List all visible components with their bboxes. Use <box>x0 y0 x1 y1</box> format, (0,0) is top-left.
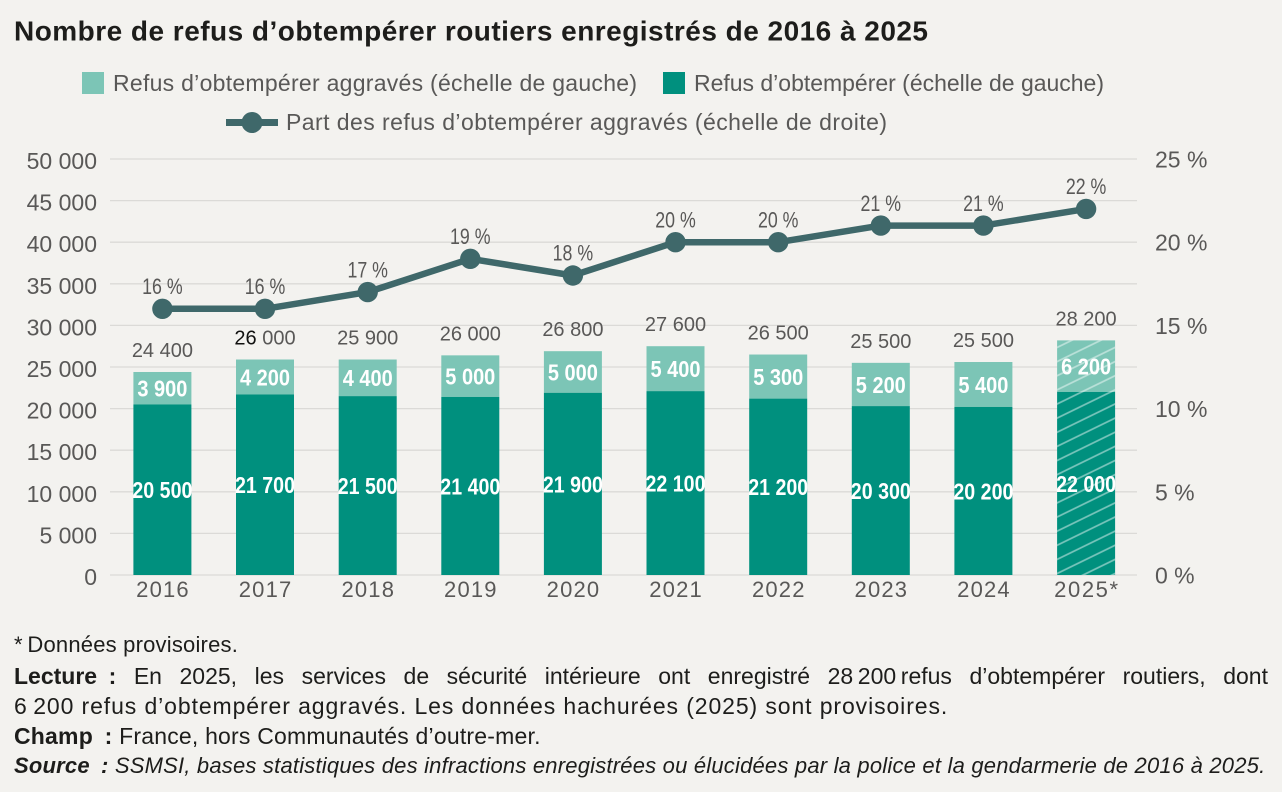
svg-text:5 400: 5 400 <box>651 356 701 382</box>
svg-text:Refus d’obtempérer aggravés (é: Refus d’obtempérer aggravés (échelle de … <box>113 70 637 96</box>
svg-text:50 000: 50 000 <box>27 148 97 174</box>
svg-text:20 200: 20 200 <box>953 478 1013 504</box>
svg-text:15 %: 15 % <box>1155 313 1207 339</box>
svg-text:2024: 2024 <box>957 577 1010 602</box>
svg-text:2017: 2017 <box>239 577 292 602</box>
svg-text:45 000: 45 000 <box>27 190 97 216</box>
svg-text:10 000: 10 000 <box>27 481 97 507</box>
svg-text:16 %: 16 % <box>245 274 286 299</box>
svg-text:5 000: 5 000 <box>445 364 495 390</box>
svg-text:15 000: 15 000 <box>27 439 97 465</box>
svg-text:5 300: 5 300 <box>753 364 803 390</box>
svg-text:25 000: 25 000 <box>27 356 97 382</box>
svg-text:2021: 2021 <box>649 577 702 602</box>
svg-text:26 000: 26 000 <box>234 328 295 350</box>
svg-text:Refus d’obtempérer (échelle de: Refus d’obtempérer (échelle de gauche) <box>694 70 1104 96</box>
svg-text:4 200: 4 200 <box>240 364 290 390</box>
svg-text:22 100: 22 100 <box>646 471 706 497</box>
svg-text:26 500: 26 500 <box>748 323 809 345</box>
svg-text:19 %: 19 % <box>450 224 491 249</box>
svg-text:2023: 2023 <box>855 577 908 602</box>
svg-text:Part des refus d’obtempérer ag: Part des refus d’obtempérer aggravés (éc… <box>286 109 887 135</box>
svg-text:21 500: 21 500 <box>338 473 398 499</box>
svg-text:5 000: 5 000 <box>39 522 97 548</box>
svg-text:20 000: 20 000 <box>27 398 97 424</box>
svg-text:5 %: 5 % <box>1155 479 1195 505</box>
svg-text:25 500: 25 500 <box>850 331 911 353</box>
svg-text:Nombre de refus d’obtempérer r: Nombre de refus d’obtempérer routiers en… <box>14 15 928 46</box>
svg-text:2020: 2020 <box>547 577 600 602</box>
svg-text:4 400: 4 400 <box>343 365 393 391</box>
svg-text:21 400: 21 400 <box>440 473 500 499</box>
svg-text:20 %: 20 % <box>1155 230 1207 256</box>
svg-text:22 000: 22 000 <box>1056 471 1116 497</box>
svg-text:5 400: 5 400 <box>958 372 1008 398</box>
svg-text:20 300: 20 300 <box>851 478 911 504</box>
svg-text:2022: 2022 <box>752 577 805 602</box>
svg-text:10 %: 10 % <box>1155 396 1207 422</box>
svg-text:25 %: 25 % <box>1155 147 1207 173</box>
svg-text:21 900: 21 900 <box>543 471 603 497</box>
svg-text:22 %: 22 % <box>1066 174 1107 199</box>
svg-text:21 %: 21 % <box>861 191 902 216</box>
svg-text:2016: 2016 <box>136 577 189 602</box>
svg-text:26 800: 26 800 <box>542 319 603 341</box>
svg-text:40 000: 40 000 <box>27 231 97 257</box>
svg-text:2018: 2018 <box>341 577 394 602</box>
svg-text:16 %: 16 % <box>142 274 183 299</box>
svg-text:0: 0 <box>84 564 97 590</box>
svg-text:20 500: 20 500 <box>132 477 192 503</box>
svg-text:21 %: 21 % <box>963 191 1004 216</box>
svg-text:21 700: 21 700 <box>235 472 295 498</box>
svg-text:5 200: 5 200 <box>856 372 906 398</box>
svg-text:30 000: 30 000 <box>27 314 97 340</box>
svg-text:24 400: 24 400 <box>132 340 193 362</box>
svg-text:0 %: 0 % <box>1155 563 1195 589</box>
svg-text:5 000: 5 000 <box>548 359 598 385</box>
svg-text:25 900: 25 900 <box>337 328 398 350</box>
svg-text:20 %: 20 % <box>758 207 799 232</box>
svg-text:2025*: 2025* <box>1054 577 1118 602</box>
svg-text:25 500: 25 500 <box>953 330 1014 352</box>
svg-text:17 %: 17 % <box>347 257 388 282</box>
svg-text:26 000: 26 000 <box>440 323 501 345</box>
svg-text:3 900: 3 900 <box>137 376 187 402</box>
svg-text:20 %: 20 % <box>655 207 696 232</box>
svg-text:35 000: 35 000 <box>27 273 97 299</box>
svg-text:21 200: 21 200 <box>748 474 808 500</box>
svg-text:18 %: 18 % <box>553 241 594 266</box>
svg-text:28 200: 28 200 <box>1056 308 1117 330</box>
svg-text:27 600: 27 600 <box>645 314 706 336</box>
svg-text:2019: 2019 <box>444 577 497 602</box>
svg-text:6 200: 6 200 <box>1061 354 1111 380</box>
